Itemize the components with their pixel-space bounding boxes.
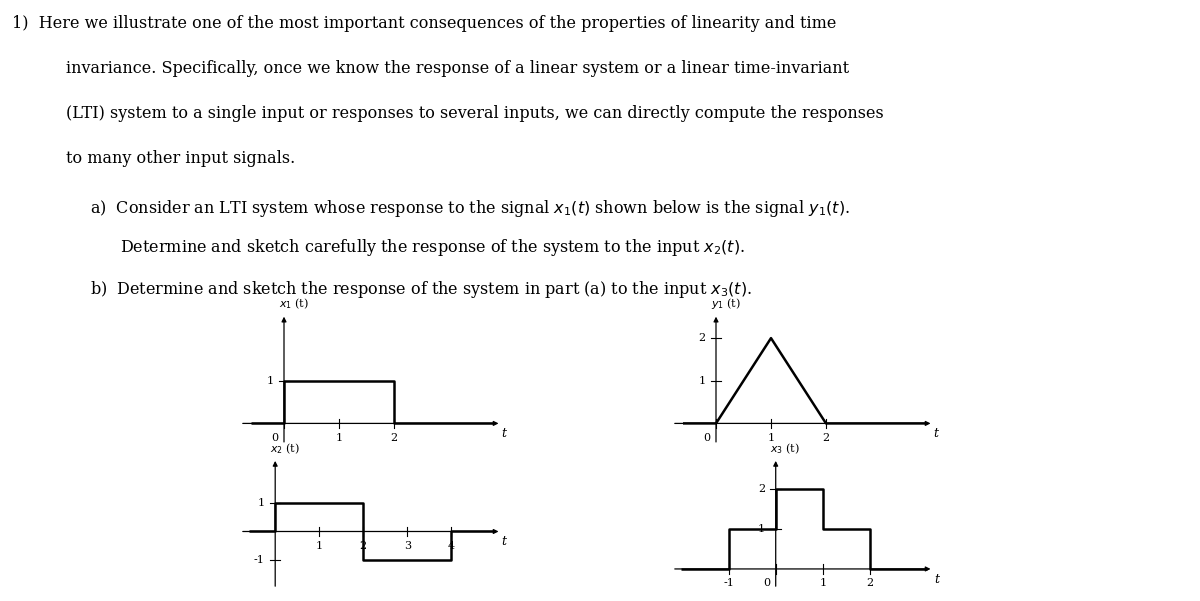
Text: 1: 1 [258,498,265,508]
Text: 2: 2 [822,433,829,443]
Text: invariance. Specifically, once we know the response of a linear system or a line: invariance. Specifically, once we know t… [66,60,850,77]
Text: 2: 2 [866,578,874,588]
Text: to many other input signals.: to many other input signals. [66,150,295,167]
Text: 2: 2 [758,484,766,494]
Text: (LTI) system to a single input or responses to several inputs, we can directly c: (LTI) system to a single input or respon… [66,105,883,122]
Text: (b): (b) [796,465,814,478]
Text: b)  Determine and sketch the response of the system in part (a) to the input $x_: b) Determine and sketch the response of … [90,279,752,300]
Text: 1: 1 [758,524,766,534]
Text: 1: 1 [316,541,323,551]
Text: 1: 1 [336,433,342,443]
Text: 1: 1 [266,376,274,386]
Text: $x_3$ (t): $x_3$ (t) [770,441,800,456]
Text: 1: 1 [768,433,774,443]
Text: Determine and sketch carefully the response of the system to the input $x_2(t)$.: Determine and sketch carefully the respo… [120,237,745,258]
Text: 0: 0 [763,578,770,588]
Text: 2: 2 [360,541,367,551]
Text: 2: 2 [390,433,397,443]
Text: 1: 1 [820,578,827,588]
Text: t: t [502,535,506,549]
Text: $x_2$ (t): $x_2$ (t) [270,441,300,456]
Text: t: t [934,427,938,441]
Text: a)  Consider an LTI system whose response to the signal $x_1(t)$ shown below is : a) Consider an LTI system whose response… [90,198,850,219]
Text: -1: -1 [724,578,734,588]
Text: -1: -1 [253,555,265,565]
Text: $y_1$ (t): $y_1$ (t) [710,296,740,311]
Text: 1: 1 [698,376,706,386]
Text: 4: 4 [448,541,455,551]
Text: t: t [502,427,506,441]
Text: 0: 0 [703,433,710,443]
Text: 2: 2 [698,333,706,343]
Text: 1)  Here we illustrate one of the most important consequences of the properties : 1) Here we illustrate one of the most im… [12,15,836,32]
Text: 0: 0 [271,433,278,443]
Text: t: t [935,573,940,586]
Text: $x_1$ (t): $x_1$ (t) [278,297,308,311]
Text: (a): (a) [364,465,380,478]
Text: 3: 3 [403,541,410,551]
